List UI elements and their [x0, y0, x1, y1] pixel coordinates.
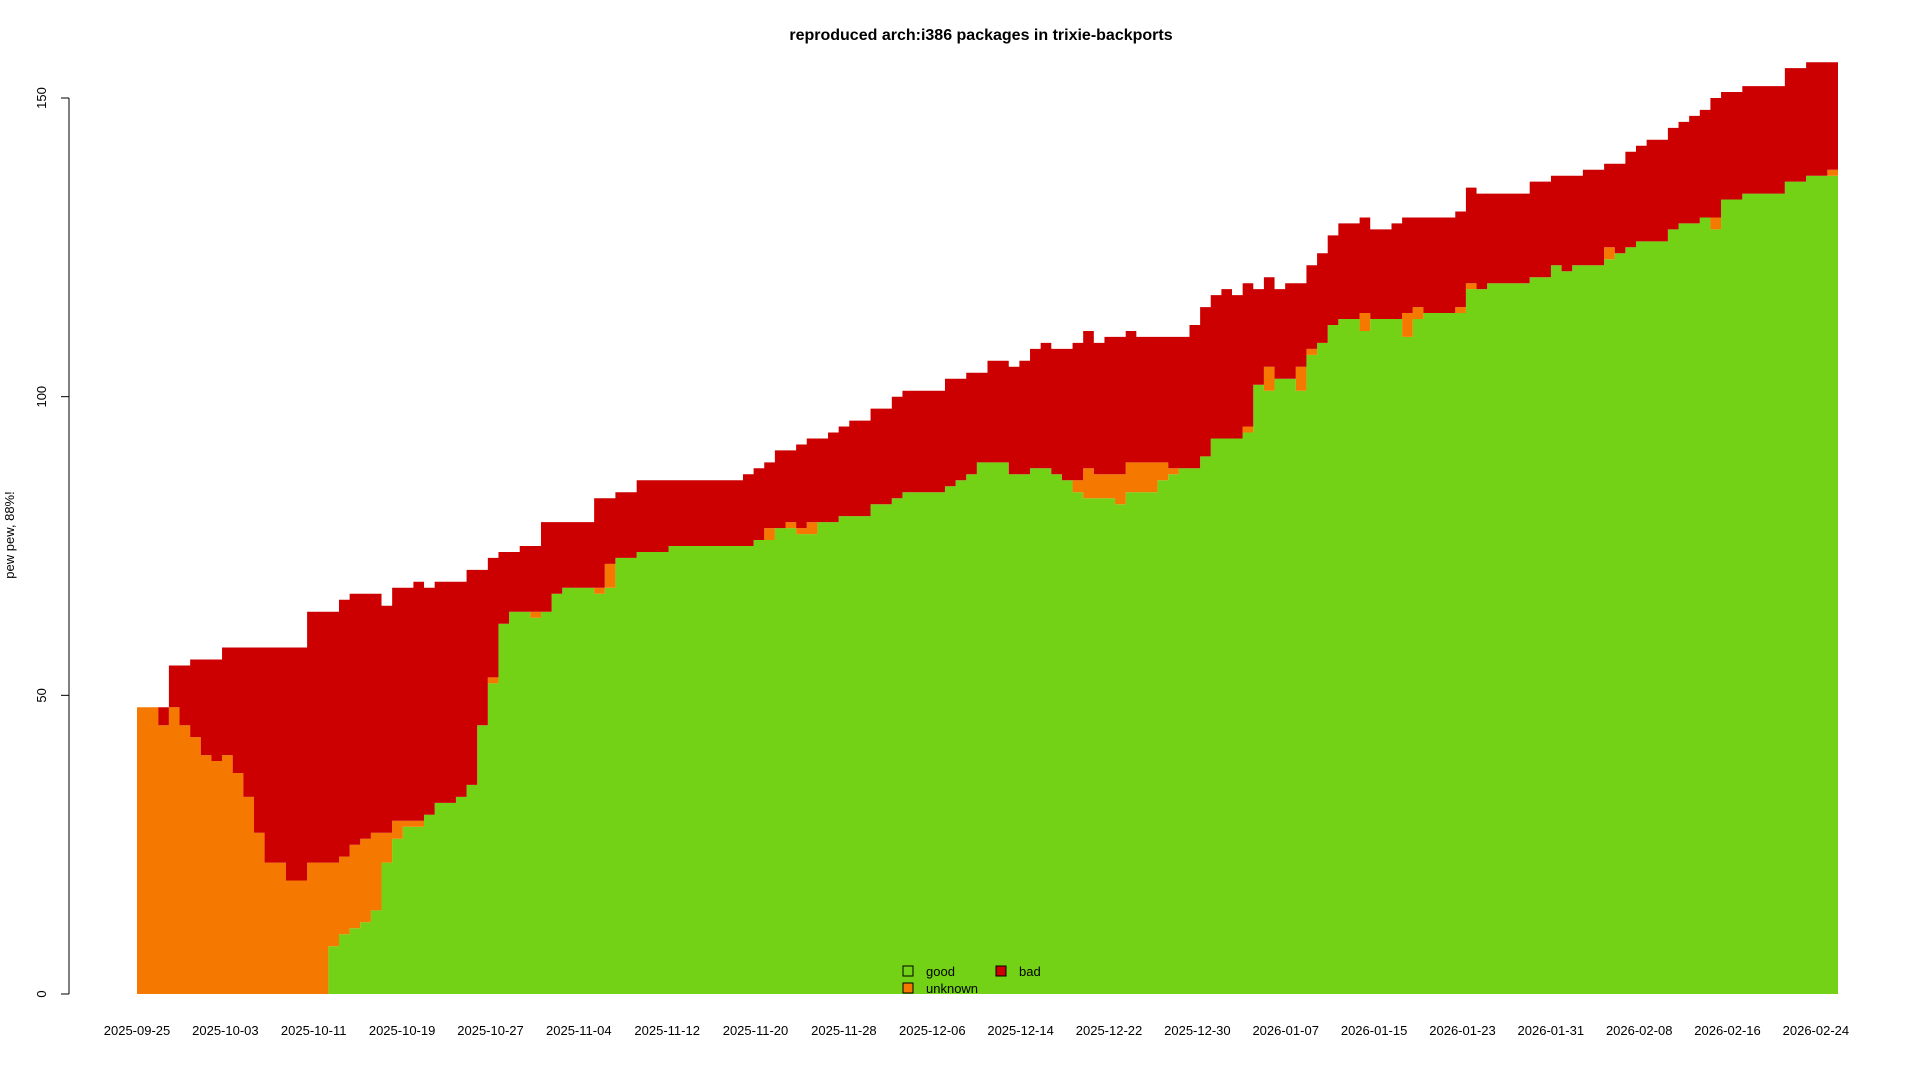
- chart-title: reproduced arch:i386 packages in trixie-…: [789, 27, 1172, 44]
- y-tick-label: 50: [34, 688, 49, 702]
- x-tick-label: 2025-09-25: [104, 1023, 171, 1038]
- x-axis-ticks: 2025-09-25 2025-10-03 2025-10-11 2025-10-19…: [104, 1023, 1849, 1038]
- legend-label-bad: bad: [1019, 964, 1041, 979]
- x-tick-label: 2025-10-27: [457, 1023, 524, 1038]
- legend-swatch-good: [902, 965, 914, 977]
- series-area-good: [137, 175, 1838, 994]
- x-tick-label: 2026-01-15: [1341, 1023, 1408, 1038]
- x-tick-label: 2026-01-23: [1429, 1023, 1496, 1038]
- x-tick-label: 2025-10-19: [369, 1023, 436, 1038]
- x-tick-label: 2025-12-14: [987, 1023, 1054, 1038]
- x-tick-label: 2025-12-22: [1076, 1023, 1143, 1038]
- x-tick-label: 2026-01-07: [1252, 1023, 1319, 1038]
- x-tick-label: 2025-10-11: [281, 1023, 347, 1038]
- x-tick-label: 2025-12-30: [1164, 1023, 1231, 1038]
- legend-swatch-unknown: [902, 982, 914, 994]
- plot-area: [137, 62, 1838, 994]
- x-tick-label: 2025-11-20: [723, 1023, 789, 1038]
- y-tick-label: 100: [34, 386, 49, 408]
- x-tick-label: 2025-11-04: [546, 1023, 612, 1038]
- y-axis-ticks: 0 50 100 150: [34, 87, 69, 998]
- legend-swatch-bad: [995, 965, 1007, 977]
- legend: good bad unknown: [902, 964, 1041, 996]
- x-tick-label: 2025-11-12: [634, 1023, 700, 1038]
- x-tick-label: 2026-02-08: [1606, 1023, 1673, 1038]
- legend-label-unknown: unknown: [926, 981, 978, 996]
- y-tick-label: 150: [34, 87, 49, 109]
- x-tick-label: 2025-10-03: [192, 1023, 259, 1038]
- legend-label-good: good: [926, 964, 955, 979]
- x-tick-label: 2026-02-16: [1694, 1023, 1761, 1038]
- series-area-bad: [137, 62, 1838, 881]
- y-tick-label: 0: [34, 990, 49, 997]
- x-tick-label: 2026-02-24: [1783, 1023, 1850, 1038]
- x-tick-label: 2025-12-06: [899, 1023, 966, 1038]
- series-area-unknown: [137, 169, 1838, 994]
- y-axis-label: pew pew, 88%!: [2, 491, 17, 578]
- x-tick-label: 2025-11-28: [811, 1023, 877, 1038]
- x-tick-label: 2026-01-31: [1518, 1023, 1585, 1038]
